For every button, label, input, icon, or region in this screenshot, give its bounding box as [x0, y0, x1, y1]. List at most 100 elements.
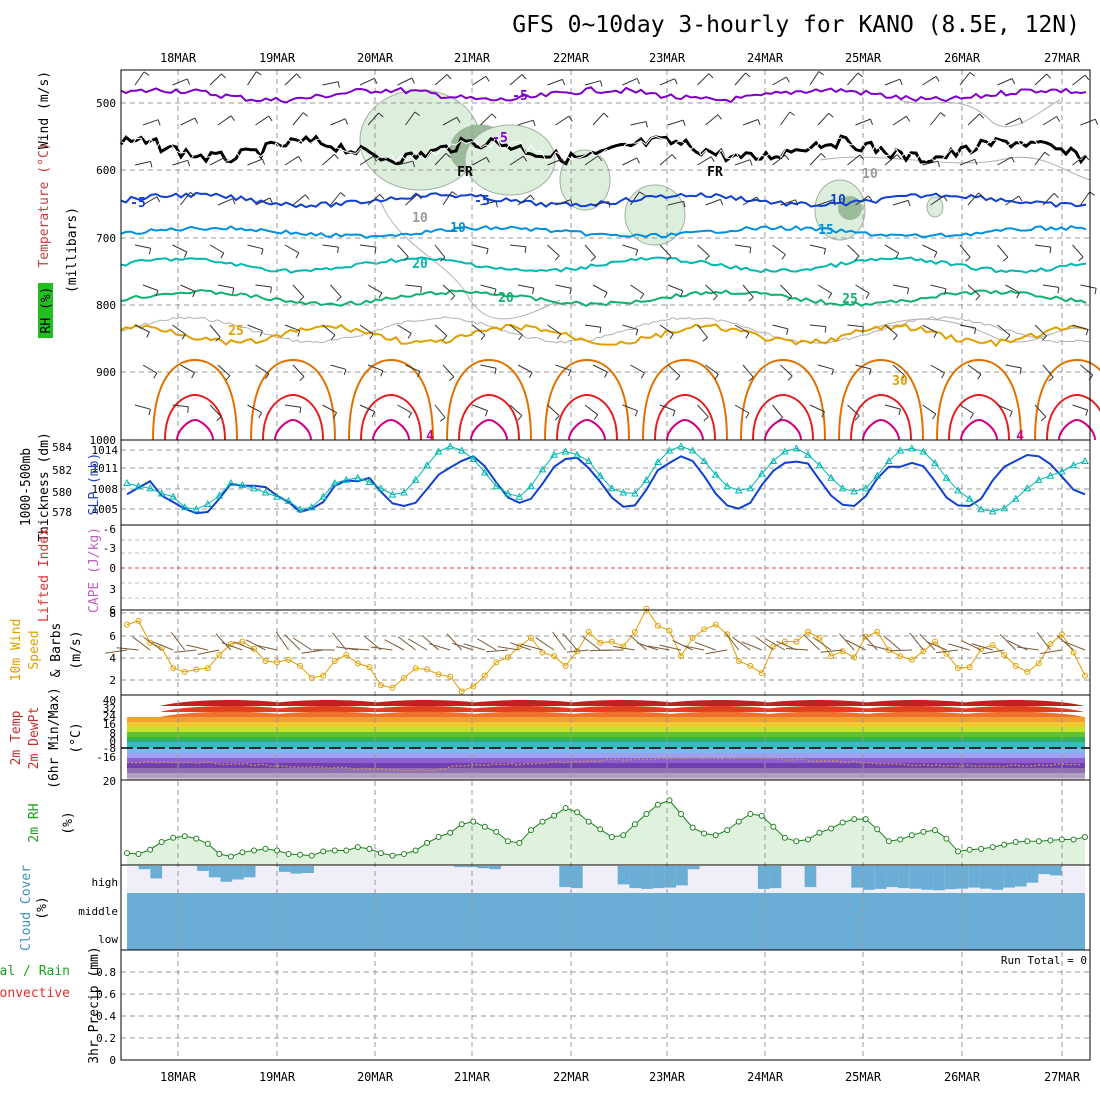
- thickness-line: [126, 445, 1086, 512]
- rh2m-point: [1035, 838, 1042, 845]
- wind10-speed-point: [643, 605, 650, 612]
- date-label-top: 19MAR: [259, 51, 296, 65]
- wind10-axis-label-4: (m/s): [69, 630, 84, 669]
- wind-barb-flag: [714, 374, 719, 380]
- wind-barb-flag: [186, 78, 191, 85]
- thickness-point: [250, 484, 258, 492]
- wind-barb: [622, 157, 638, 166]
- warm-isotherm-loop: [164, 393, 226, 441]
- thickness-point: [330, 478, 339, 486]
- wind-barb: [697, 244, 710, 257]
- wind-barb-flag: [935, 76, 940, 82]
- rh2m-unit-label: (%): [61, 811, 76, 834]
- wind-barb-flag: [634, 410, 638, 417]
- wind-barb: [847, 154, 861, 166]
- wind-barb: [284, 324, 301, 332]
- temp2m-axis-label-1: 2m Temp: [9, 710, 24, 765]
- wind-barb: [1042, 364, 1054, 378]
- wind-barb-flag: [1049, 247, 1052, 254]
- rh2m-point: [908, 832, 915, 839]
- wind-barb: [134, 324, 150, 333]
- thickness-point: [238, 481, 247, 489]
- warm-isotherm-loop: [838, 358, 924, 441]
- thickness-point: [965, 494, 974, 502]
- wind-barb-flag: [258, 412, 263, 419]
- wind-barb: [509, 244, 526, 248]
- wind-barb-flag: [859, 154, 865, 160]
- wind10-tick: 4: [109, 652, 116, 665]
- wind-barb: [1034, 244, 1051, 248]
- wind10-speed-point: [227, 641, 234, 647]
- rh2m-point: [862, 816, 869, 823]
- warm-isotherm-loop: [556, 393, 618, 441]
- wind-barb: [855, 364, 872, 370]
- wind-barb-flag: [893, 334, 898, 341]
- wind10-barb: [174, 649, 197, 653]
- wind-barb-flag: [223, 157, 228, 164]
- rh2m-point: [712, 832, 719, 839]
- wind-barb-flag: [832, 199, 836, 206]
- wind-barb: [209, 157, 225, 166]
- wind-barb: [809, 404, 825, 413]
- wind-barb: [1080, 364, 1094, 376]
- contour-label: 30: [892, 374, 908, 389]
- warm-isotherm-loop: [642, 358, 728, 441]
- wind-barb-flag: [143, 71, 150, 76]
- rh2m-point: [504, 838, 511, 845]
- rh2m-point: [216, 851, 223, 857]
- thickness-point: [850, 487, 859, 495]
- wind-barb-flag: [933, 332, 938, 338]
- wind-barb: [255, 197, 271, 206]
- rh-contour: [120, 316, 1090, 344]
- wind-barb-flag: [781, 254, 786, 260]
- wind-barb-flag: [270, 286, 272, 293]
- wind-barb: [884, 78, 901, 86]
- wind-barb: [697, 156, 712, 166]
- lifted-index-axis-label: Lifted Index: [37, 528, 52, 622]
- rh2m-point: [516, 839, 523, 846]
- wind-barb-flag: [965, 256, 971, 262]
- wind-barb: [884, 244, 899, 254]
- wind-barb-flag: [297, 330, 301, 337]
- thickness-axis-label-1: 1000-500mb: [19, 448, 34, 526]
- wind-barb: [509, 155, 524, 166]
- wind10-barb: [233, 641, 255, 651]
- wind-barb-flag: [857, 72, 863, 78]
- rh2m-point: [770, 823, 777, 830]
- thickness-point: [792, 444, 801, 452]
- rh2m-point: [377, 850, 384, 857]
- thickness-point: [942, 473, 951, 481]
- cloud-level-label: middle: [78, 905, 118, 918]
- wind10-barb: [725, 632, 740, 651]
- temp2m-tick: 16: [103, 718, 116, 731]
- wind-barb-flag: [1094, 288, 1097, 295]
- thickness-point: [954, 486, 962, 494]
- wind-barb: [622, 404, 638, 412]
- wind-barb-flag: [895, 252, 900, 259]
- wind-barb-flag: [786, 328, 789, 335]
- temp2m-tick: -8: [103, 742, 116, 755]
- wind-barb: [209, 244, 225, 254]
- wind10-barb: [647, 645, 670, 651]
- wind10-speed-point: [181, 668, 188, 675]
- rh2m-point: [308, 852, 315, 859]
- wind-barb: [667, 200, 684, 206]
- high-cloud-bar: [571, 866, 583, 889]
- thickness-point: [411, 475, 420, 483]
- rh2m-point: [251, 847, 257, 854]
- wind10-barb: [1064, 641, 1086, 651]
- wind-barb-flag: [156, 196, 161, 203]
- wind-barb-flag: [449, 376, 455, 382]
- temp2m-band: [127, 748, 1085, 753]
- wind-barb: [292, 112, 304, 126]
- wind-barb-flag: [635, 249, 639, 256]
- wind-barb-flag: [1084, 74, 1090, 81]
- wind10-speed-point: [1001, 651, 1008, 658]
- wind-barb-flag: [745, 332, 750, 339]
- wind-barb: [622, 77, 638, 86]
- rh2m-point: [747, 811, 754, 817]
- temp2m-band: [944, 700, 1084, 706]
- wind-barb-flag: [414, 111, 420, 116]
- wind-barb-flag: [187, 406, 189, 413]
- wind-barb-flag: [978, 192, 984, 198]
